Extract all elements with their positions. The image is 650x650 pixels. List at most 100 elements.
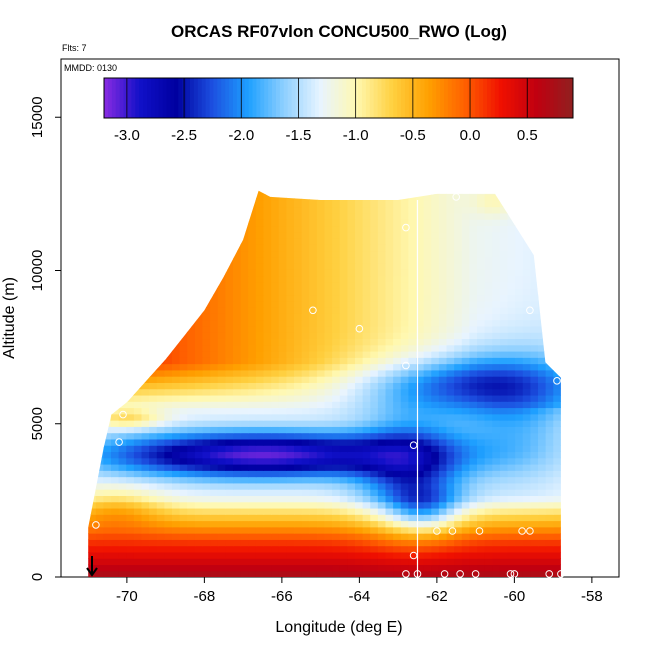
heatmap-cell <box>172 275 181 283</box>
heatmap-cell <box>255 275 265 283</box>
heatmap-cell <box>339 294 348 302</box>
heatmap-cell <box>194 545 204 553</box>
heatmap-cell <box>538 533 547 540</box>
heatmap-cell <box>461 275 470 283</box>
heatmap-cell <box>111 501 120 509</box>
heatmap-cell <box>461 564 470 572</box>
heatmap-cell <box>393 281 402 289</box>
heatmap-cell <box>95 231 104 239</box>
heatmap-cell <box>217 237 226 245</box>
colorbar-segment <box>279 78 285 118</box>
heatmap-cell <box>278 369 287 377</box>
heatmap-cell <box>309 200 318 208</box>
heatmap-cell <box>164 507 173 515</box>
heatmap-cell <box>454 357 463 365</box>
heatmap-cell <box>294 394 303 402</box>
heatmap-cell <box>416 388 425 396</box>
heatmap-cell <box>423 545 432 553</box>
heatmap-cell <box>477 325 486 333</box>
heatmap-cell <box>469 219 478 227</box>
heatmap-cell <box>492 489 501 496</box>
heatmap-cell <box>484 482 493 490</box>
heatmap-cell <box>149 520 158 528</box>
heatmap-cell <box>347 300 356 308</box>
heatmap-cell <box>210 432 219 440</box>
heatmap-cell <box>103 413 112 421</box>
heatmap-cell <box>202 558 211 566</box>
heatmap-cell <box>553 539 561 547</box>
heatmap-cell <box>362 564 371 572</box>
heatmap-cell <box>179 438 188 446</box>
heatmap-cell <box>225 451 234 459</box>
heatmap-cell <box>278 470 287 478</box>
heatmap-cell <box>522 376 531 383</box>
heatmap-cell <box>538 294 547 302</box>
heatmap-cell <box>88 413 97 421</box>
heatmap-cell <box>454 263 463 270</box>
colorbar-frame <box>103 77 574 119</box>
heatmap-cell <box>553 457 561 465</box>
heatmap-cell <box>377 319 387 327</box>
heatmap-cell <box>316 319 326 327</box>
heatmap-cell <box>553 288 561 296</box>
heatmap-cell <box>370 388 379 396</box>
heatmap-cell <box>332 275 341 283</box>
colorbar-segment <box>416 78 422 118</box>
heatmap-cell <box>545 300 554 308</box>
heatmap-cell <box>194 206 204 214</box>
heatmap-cell <box>309 237 318 245</box>
heatmap-cell <box>133 526 143 534</box>
heatmap-cell <box>332 237 341 245</box>
heatmap-cell <box>233 514 242 522</box>
heatmap-cell <box>248 388 257 396</box>
heatmap-cell <box>469 294 478 302</box>
heatmap-cell <box>149 244 158 252</box>
heatmap-cell <box>461 363 470 371</box>
colorbar-segment <box>244 78 250 118</box>
heatmap-cell <box>492 533 501 540</box>
heatmap-cell <box>225 533 234 540</box>
heatmap-cell <box>377 338 387 346</box>
heatmap-cell <box>461 445 470 453</box>
heatmap-cell <box>416 407 425 415</box>
heatmap-cell <box>118 194 127 201</box>
heatmap-cell <box>210 275 219 283</box>
observation-point <box>119 410 127 419</box>
heatmap-cell <box>332 445 341 453</box>
heatmap-cell <box>515 300 524 308</box>
heatmap-cell <box>263 307 272 314</box>
heatmap-cell <box>217 357 226 365</box>
heatmap-cell <box>149 281 158 289</box>
heatmap-cell <box>240 382 249 390</box>
heatmap-cell <box>248 501 257 509</box>
heatmap-cell <box>362 263 371 270</box>
heatmap-cell <box>515 269 524 277</box>
heatmap-cell <box>286 514 295 522</box>
heatmap-cell <box>545 212 554 220</box>
heatmap-cell <box>385 256 394 264</box>
heatmap-cell <box>210 225 219 233</box>
heatmap-cell <box>515 420 524 427</box>
heatmap-cell <box>240 432 249 440</box>
heatmap-cell <box>522 300 531 308</box>
heatmap-cell <box>271 194 280 201</box>
heatmap-cell <box>377 288 387 296</box>
heatmap-cell <box>355 539 364 547</box>
heatmap-cell <box>324 426 333 434</box>
heatmap-cell <box>393 514 402 522</box>
heatmap-cell <box>362 256 371 264</box>
heatmap-cell <box>484 394 493 402</box>
heatmap-cell <box>149 357 158 365</box>
heatmap-cell <box>217 325 226 333</box>
heatmap-cell <box>545 369 554 377</box>
heatmap-cell <box>233 501 242 509</box>
heatmap-cell <box>477 432 486 440</box>
heatmap-cell <box>164 307 173 314</box>
colorbar-tick-label: -1.0 <box>343 127 369 144</box>
x-tick-label: -60 <box>504 588 526 605</box>
heatmap-cell <box>362 426 371 434</box>
colorbar-segment <box>490 78 496 118</box>
heatmap-cell <box>454 363 463 371</box>
heatmap-cell <box>499 438 509 446</box>
heatmap-cell <box>286 369 295 377</box>
